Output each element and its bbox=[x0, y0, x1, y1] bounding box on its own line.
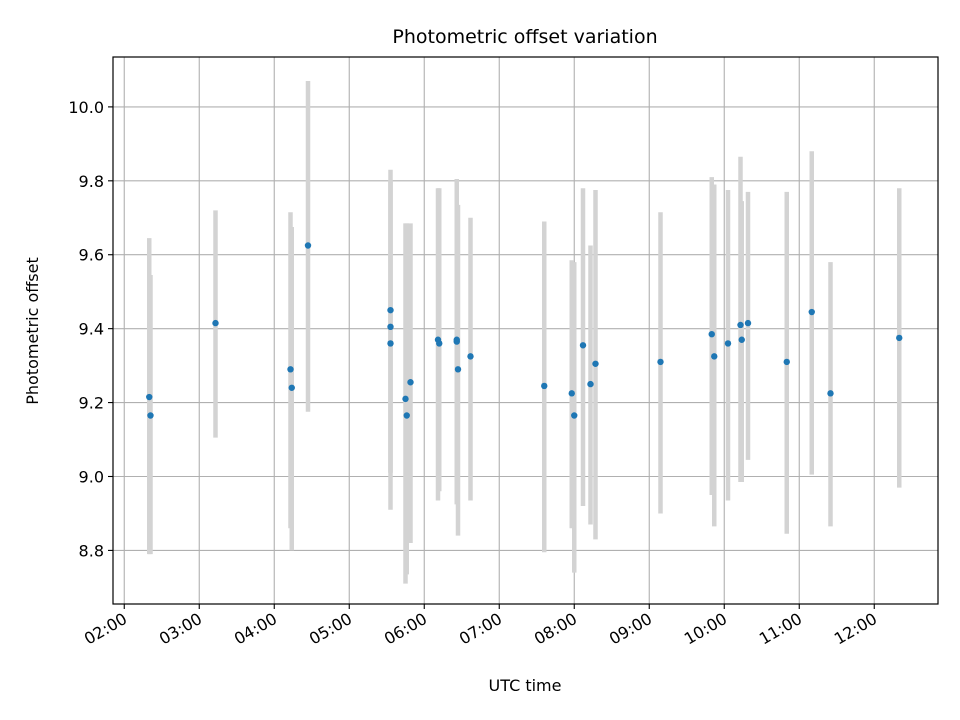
y-tick-label: 8.8 bbox=[79, 541, 104, 560]
y-axis-ticks: 8.8 9.0 9.2 9.4 9.6 9.8 10.0 bbox=[68, 98, 113, 560]
data-point bbox=[387, 323, 394, 331]
y-tick-label: 9.2 bbox=[79, 394, 104, 413]
data-point bbox=[568, 390, 575, 397]
data-point bbox=[808, 308, 815, 316]
data-point bbox=[541, 382, 548, 390]
data-point bbox=[402, 395, 409, 403]
chart-title: Photometric offset variation bbox=[392, 26, 657, 48]
data-point bbox=[288, 384, 295, 391]
data-point bbox=[467, 353, 474, 360]
data-point bbox=[724, 340, 732, 347]
data-point bbox=[571, 412, 578, 419]
data-point bbox=[592, 360, 599, 367]
data-point bbox=[896, 334, 903, 342]
grid-lines bbox=[113, 57, 938, 604]
data-point bbox=[738, 336, 745, 343]
data-point bbox=[708, 330, 715, 338]
y-tick-label: 9.0 bbox=[79, 467, 104, 486]
data-point bbox=[304, 242, 312, 249]
y-tick-label: 9.4 bbox=[79, 320, 104, 339]
data-point bbox=[407, 379, 414, 386]
data-point bbox=[387, 340, 394, 347]
data-point bbox=[579, 342, 587, 349]
data-point bbox=[387, 306, 394, 314]
data-point bbox=[737, 321, 744, 329]
y-tick-label: 10.0 bbox=[68, 98, 104, 117]
data-point bbox=[436, 340, 443, 347]
data-point bbox=[403, 412, 410, 419]
data-point bbox=[453, 338, 460, 345]
data-point bbox=[212, 319, 219, 327]
data-point bbox=[783, 358, 790, 366]
data-points bbox=[146, 242, 903, 419]
data-point bbox=[287, 366, 294, 373]
data-point bbox=[146, 393, 153, 401]
y-axis-label: Photometric offset bbox=[23, 257, 42, 405]
x-axis-label: UTC time bbox=[489, 676, 562, 695]
data-point bbox=[744, 319, 752, 327]
data-point bbox=[587, 380, 594, 388]
data-point bbox=[454, 366, 462, 373]
data-point bbox=[147, 412, 154, 419]
y-tick-label: 9.8 bbox=[79, 172, 104, 191]
y-tick-label: 9.6 bbox=[79, 246, 104, 265]
plot-frame bbox=[112, 56, 939, 605]
data-point bbox=[711, 353, 718, 360]
data-point bbox=[827, 390, 834, 397]
data-point bbox=[657, 358, 664, 366]
